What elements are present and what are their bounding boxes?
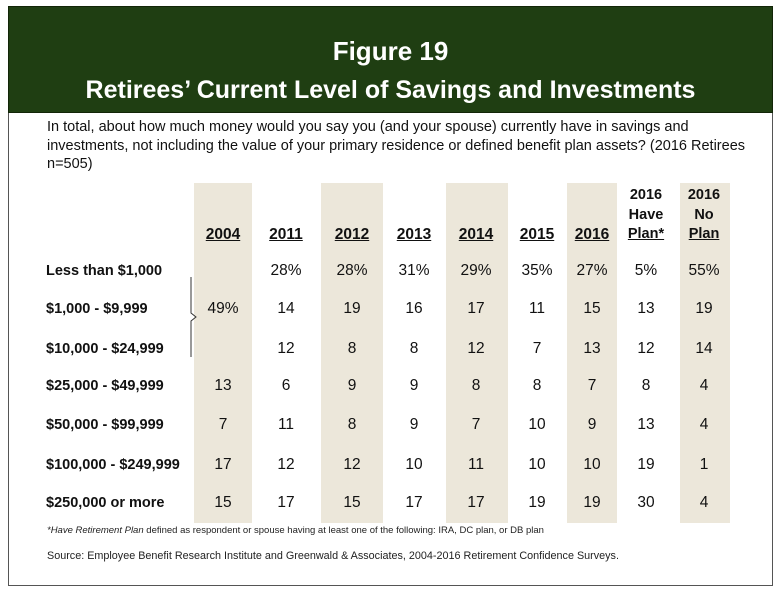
- title-bar: Figure 19 Retirees’ Current Level of Sav…: [8, 6, 773, 113]
- table-cell: 55%: [688, 262, 720, 279]
- col-header-2014: 2014: [458, 226, 494, 243]
- source-note: Source: Employee Benefit Research Instit…: [47, 550, 619, 562]
- table-cell: 10: [405, 456, 423, 473]
- row-label: $250,000 or more: [46, 495, 165, 511]
- col-header-line: Plan*: [627, 226, 665, 242]
- row-label: $100,000 - $249,999: [46, 457, 180, 473]
- footnote-rest: defined as respondent or spouse having a…: [143, 525, 544, 536]
- col-header-2015: 2015: [519, 226, 555, 243]
- table-cell: 4: [699, 494, 709, 511]
- table-cell: 7: [587, 377, 597, 394]
- table-cell: 11: [277, 416, 295, 433]
- table-cell: 31%: [398, 262, 430, 279]
- table-cell: 7: [532, 340, 542, 357]
- table-cell: 10: [528, 416, 546, 433]
- table-cell: 12: [277, 456, 295, 473]
- table-cell: 13: [637, 300, 655, 317]
- shade-col-2016: [567, 183, 617, 523]
- table-cell: 11: [528, 300, 546, 317]
- col-header-line: Have: [628, 206, 664, 223]
- col-header-line: Plan: [688, 226, 720, 242]
- table-cell: 13: [583, 340, 601, 357]
- table-cell: 4: [699, 416, 709, 433]
- row-label: $50,000 - $99,999: [46, 417, 164, 433]
- table-cell: 10: [583, 456, 601, 473]
- table-cell: 19: [528, 494, 546, 511]
- table-cell: 15: [583, 300, 601, 317]
- row-label: $10,000 - $24,999: [46, 341, 164, 357]
- col-header-2013: 2013: [396, 226, 432, 243]
- col-header-line: 2016: [687, 187, 721, 203]
- row-label: $25,000 - $49,999: [46, 378, 164, 394]
- table-cell: 9: [587, 416, 597, 433]
- table-cell: 35%: [521, 262, 553, 279]
- figure-title: Retirees’ Current Level of Savings and I…: [85, 76, 696, 104]
- table-cell: 8: [532, 377, 542, 394]
- table-cell: 27%: [576, 262, 608, 279]
- table-cell: 8: [347, 416, 357, 433]
- table-cell: 13: [637, 416, 655, 433]
- table-cell: 28%: [336, 262, 368, 279]
- table-cell: 10: [528, 456, 546, 473]
- shade-col-no-plan: [680, 183, 730, 523]
- table-cell: 9: [347, 377, 357, 394]
- footnote-italic: *Have Retirement Plan: [47, 525, 144, 536]
- table-cell: 28%: [270, 262, 302, 279]
- col-header-line: 2016: [629, 187, 663, 203]
- table-cell: 5%: [634, 262, 658, 279]
- row-label: $1,000 - $9,999: [46, 301, 148, 317]
- table-cell: 17: [467, 300, 485, 317]
- table-cell: 12: [467, 340, 485, 357]
- col-header-line: No: [694, 206, 714, 223]
- table-cell: 12: [343, 456, 361, 473]
- table-cell: 9: [409, 377, 419, 394]
- table-cell: 13: [214, 377, 232, 394]
- table-cell: 30: [637, 494, 655, 511]
- figure-number: Figure 19: [332, 36, 449, 66]
- table-cell: 12: [637, 340, 655, 357]
- table-cell: 19: [343, 300, 361, 317]
- table-cell: 8: [471, 377, 481, 394]
- table-cell: 17: [214, 456, 232, 473]
- table-cell: 7: [471, 416, 481, 433]
- survey-question: In total, about how much money would you…: [47, 119, 746, 172]
- table-cell: 7: [218, 416, 228, 433]
- table-cell: 14: [277, 300, 295, 317]
- table-cell: 9: [409, 416, 419, 433]
- col-header-2011: 2011: [269, 226, 303, 243]
- shade-col-2012: [321, 183, 383, 523]
- table-cell: 19: [637, 456, 655, 473]
- table-cell: 19: [583, 494, 601, 511]
- brace-2004-merge: [190, 277, 197, 357]
- table-cell: 15: [343, 494, 361, 511]
- table-cell: 14: [695, 340, 713, 357]
- table-cell: 49%: [207, 300, 239, 317]
- table-cell: 12: [277, 340, 295, 357]
- table-cell: 1: [699, 456, 709, 473]
- table-cell: 15: [214, 494, 232, 511]
- col-header-2012: 2012: [334, 226, 370, 243]
- table-cell: 8: [409, 340, 419, 357]
- col-header-2016: 2016: [574, 226, 610, 243]
- shade-col-2014: [446, 183, 508, 523]
- col-header-2016-no-plan: 2016 No Plan: [675, 186, 733, 245]
- shade-col-2004: [194, 183, 252, 523]
- table-cell: 4: [699, 377, 709, 394]
- table-cell: 17: [405, 494, 423, 511]
- table-cell: 29%: [460, 262, 492, 279]
- table-cell: 17: [467, 494, 485, 511]
- table-cell: 6: [281, 377, 291, 394]
- col-header-2004: 2004: [205, 226, 241, 243]
- footnote: *Have Retirement Plan defined as respond…: [47, 524, 544, 538]
- col-header-2016-have-plan: 2016 Have Plan*: [617, 186, 675, 245]
- table-cell: 19: [695, 300, 713, 317]
- table-cell: 16: [405, 300, 423, 317]
- table-cell: 17: [277, 494, 295, 511]
- table-cell: 8: [641, 377, 651, 394]
- table-cell: 11: [467, 456, 485, 473]
- table-cell: 8: [347, 340, 357, 357]
- row-label: Less than $1,000: [46, 263, 163, 279]
